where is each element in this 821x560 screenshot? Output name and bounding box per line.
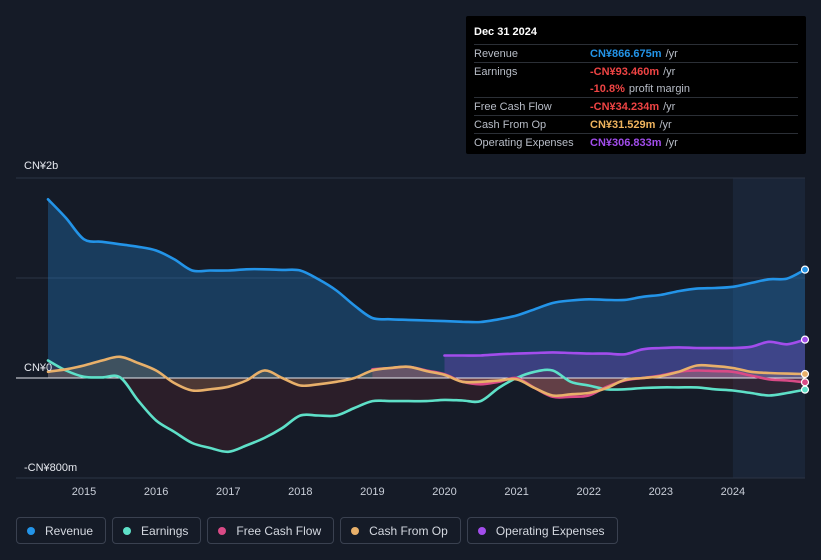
y-axis-label: CN¥0 <box>24 362 52 374</box>
legend-item-revenue[interactable]: Revenue <box>16 517 107 544</box>
x-tick-label: 2023 <box>649 486 673 498</box>
tooltip-date: Dec 31 2024 <box>474 26 537 38</box>
revenue-end-point <box>800 265 810 274</box>
legend-label: Cash From Op <box>369 523 448 538</box>
legend-dot-icon <box>218 526 227 535</box>
tooltip-row-unit: profit margin <box>628 82 690 95</box>
tooltip-panel: Dec 31 2024 Revenue CN¥866.675m/yr Earning… <box>466 16 806 154</box>
free-cash-flow-end-point <box>800 378 810 387</box>
operating-expenses-line <box>443 338 807 357</box>
legend-dot-icon <box>123 526 132 535</box>
x-tick-label: 2015 <box>72 486 96 498</box>
x-tick-label: 2020 <box>432 486 456 498</box>
x-tick-label: 2021 <box>504 486 528 498</box>
tooltip-row-value: -10.8% <box>590 82 625 95</box>
legend-label: Free Cash Flow <box>236 523 322 538</box>
y-axis-labels: CN¥2b CN¥0 -CN¥800m <box>24 160 77 474</box>
cash-from-op-line <box>46 355 807 398</box>
x-tick-label: 2024 <box>721 486 745 498</box>
tooltip-rows: Revenue CN¥866.675m/yr Earnings -CN¥93.460m… <box>474 44 798 151</box>
revenue-area <box>48 199 805 378</box>
series-endpoints <box>800 265 810 394</box>
legend-dot-icon <box>27 526 35 535</box>
legend-dot-icon <box>351 526 360 535</box>
free-cash-flow-area <box>372 366 805 398</box>
legend-label: Operating Expenses <box>495 523 605 538</box>
tooltip-row-value: CN¥306.833m <box>590 136 662 149</box>
tooltip-row: Operating Expenses CN¥306.833m/yr <box>474 133 798 151</box>
y-axis-label: CN¥2b <box>24 160 58 172</box>
earnings-end-point <box>800 385 810 394</box>
tooltip-row-label: Operating Expenses <box>474 136 574 149</box>
tooltip-row: Cash From Op CN¥31.529m/yr <box>474 115 798 133</box>
legend-label: Revenue <box>45 523 94 538</box>
tooltip-row-label: Cash From Op <box>474 118 547 131</box>
x-tick-label: 2018 <box>288 486 312 498</box>
legend-label: Earnings <box>141 523 189 538</box>
tooltip-row-unit: /yr <box>665 47 678 60</box>
tooltip-row-unit: /yr <box>659 118 672 131</box>
series-areas <box>48 199 805 452</box>
tooltip-row-unit: /yr <box>663 65 676 78</box>
tooltip-row-value: CN¥866.675m <box>590 47 662 60</box>
x-axis-ticks: 2015 2016 2017 2018 2019 2020 2021 2022 2023 2024 <box>72 486 745 498</box>
legend-item-cash-from-op[interactable]: Cash From Op <box>340 517 461 544</box>
legend-dot-icon <box>477 526 486 535</box>
tooltip-row-label: Revenue <box>474 47 519 60</box>
forecast-highlight-band <box>732 178 805 478</box>
y-axis-label: -CN¥800m <box>24 462 77 474</box>
tooltip-row: -10.8% profit margin <box>474 80 798 97</box>
tooltip-row: Earnings -CN¥93.460m/yr <box>474 62 798 80</box>
revenue-line <box>46 198 807 324</box>
x-tick-label: 2019 <box>360 486 384 498</box>
series-lines <box>46 198 807 454</box>
legend-item-operating-expenses[interactable]: Operating Expenses <box>466 517 618 544</box>
legend-item-earnings[interactable]: Earnings <box>112 517 202 544</box>
legend: Revenue Earnings Free Cash Flow Cash From O… <box>16 517 618 546</box>
tooltip-row-value: -CN¥93.460m <box>590 65 660 78</box>
legend-item-free-cash-flow[interactable]: Free Cash Flow <box>207 517 335 544</box>
tooltip-row-unit: /yr <box>665 136 678 149</box>
tooltip-row: Free Cash Flow -CN¥34.234m/yr <box>474 97 798 115</box>
cash-from-op-end-point <box>800 369 810 379</box>
tooltip-row-label: Free Cash Flow <box>474 100 552 113</box>
x-tick-label: 2022 <box>576 486 600 498</box>
cash-from-op-area <box>48 356 805 396</box>
operating-expenses-end-point <box>800 335 810 344</box>
tooltip-row-value: CN¥31.529m <box>590 118 656 131</box>
earnings-line <box>46 359 807 454</box>
tooltip-row-label: Earnings <box>474 65 518 78</box>
tooltip-row-unit: /yr <box>663 100 676 113</box>
x-tick-label: 2017 <box>216 486 240 498</box>
tooltip-row-value: -CN¥34.234m <box>590 100 660 113</box>
tooltip-row: Revenue CN¥866.675m/yr <box>474 44 798 62</box>
x-tick-label: 2016 <box>144 486 168 498</box>
